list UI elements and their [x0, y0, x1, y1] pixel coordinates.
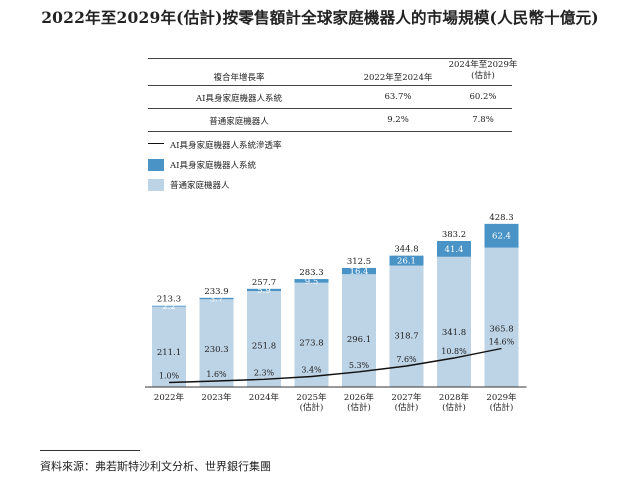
label-total: 344.8: [394, 245, 418, 255]
cagr-row-ai: AI具身家庭機器人系統 63.7% 60.2%: [148, 86, 512, 109]
label-normal: 341.8: [442, 328, 466, 338]
cagr-header-period2-line1: 2024年至2029年: [448, 60, 518, 70]
bar-normal: [152, 306, 186, 387]
x-tick-label: 2029年: [486, 392, 517, 403]
x-tick-label: 2024年: [249, 392, 280, 403]
label-total: 257.7: [252, 278, 276, 288]
bar-normal: [294, 282, 329, 387]
label-ai: 16.4: [350, 267, 369, 277]
line-value-label: 14.6%: [489, 338, 515, 347]
cagr-row-value: 7.8%: [472, 115, 494, 125]
label-total: 312.5: [347, 257, 371, 267]
bar-ai: [199, 297, 234, 300]
label-ai: 26.1: [397, 257, 416, 267]
bar-normal: [247, 291, 281, 387]
bar-ai: [342, 267, 376, 275]
x-tick-label: (估計): [442, 402, 466, 413]
source-divider: [40, 450, 140, 451]
cagr-row-value: 9.2%: [387, 115, 409, 125]
bar-ai: [437, 241, 471, 257]
label-total: 213.3: [157, 295, 181, 305]
line-value-label: 2.3%: [254, 368, 275, 377]
bar-ai: [247, 288, 281, 292]
x-tick-label: (估計): [300, 402, 324, 413]
line-value-label: 5.3%: [349, 361, 370, 370]
label-ai: 41.4: [445, 245, 464, 255]
cagr-header-period1: 2022年至2024年: [363, 73, 433, 83]
cagr-header-row: 複合年增長率 2022年至2024年 2024年至2029年 (估計): [148, 59, 517, 86]
cagr-row-label: 普通家庭機器人: [209, 117, 269, 127]
legend-ai-label: AI具身家庭機器人系統: [170, 161, 256, 171]
x-tick-label: 2026年: [344, 392, 375, 403]
label-ai: 62.4: [492, 232, 511, 242]
label-normal: 318.7: [394, 331, 418, 341]
label-normal: 251.8: [252, 342, 276, 352]
line-value-label: 10.8%: [441, 347, 467, 356]
cagr-header-label: 複合年增長率: [213, 73, 265, 83]
cagr-row-label: AI具身家庭機器人系統: [196, 94, 282, 104]
label-normal: 211.1: [157, 348, 181, 358]
x-tick-label: 2025年: [296, 392, 327, 403]
cagr-row-value: 63.7%: [384, 92, 412, 102]
bar-ai: [484, 223, 519, 248]
bar-normal: [389, 265, 424, 387]
cagr-row-normal: 普通家庭機器人 9.2% 7.8%: [148, 109, 512, 132]
label-normal: 296.1: [347, 335, 371, 345]
penetration-line: [168, 347, 502, 384]
x-tick-label: 2023年: [201, 392, 232, 403]
bar-normal: [342, 274, 376, 387]
x-tick-label: (估計): [395, 402, 419, 413]
x-tick-label: 2022年: [154, 392, 185, 403]
bar-ai: [389, 255, 424, 266]
label-total: 428.3: [489, 213, 513, 223]
bar-ai: [152, 305, 186, 307]
legend-ai-swatch: [148, 159, 164, 171]
bar-normal: [199, 299, 234, 387]
line-value-label: 7.6%: [396, 355, 417, 364]
label-ai: 2.2: [162, 302, 176, 312]
cagr-table: 複合年增長率 2022年至2024年 2024年至2029年 (估計) AI具身…: [148, 58, 517, 132]
line-value-label: 1.6%: [206, 370, 227, 379]
cagr-header-period2-line2: (估計): [471, 71, 495, 81]
label-normal: 365.8: [489, 324, 513, 334]
line-value-label: 3.4%: [301, 366, 322, 375]
x-tick-label: (估計): [347, 402, 371, 413]
cagr-row-value: 60.2%: [469, 92, 497, 102]
label-normal: 273.8: [299, 338, 323, 348]
bar-normal: [484, 247, 519, 387]
x-tick-label: 2027年: [391, 392, 422, 403]
page-title: 2022年至2029年(估計)按零售額計全球家庭機器人的市場規模(人民幣十億元): [41, 8, 599, 27]
label-normal: 230.3: [204, 345, 228, 355]
line-value-label: 1.0%: [159, 372, 180, 381]
legend-line-label: AI具身家庭機器人系統滲透率: [170, 141, 282, 151]
label-ai: 5.9: [257, 286, 271, 296]
source-note: 資料來源：弗若斯特沙利文分析、世界銀行集團: [40, 460, 271, 473]
x-tick-label: 2028年: [439, 392, 470, 403]
label-total: 383.2: [442, 230, 466, 240]
cagr-header-period2: 2024年至2029年 (估計): [438, 60, 528, 82]
x-tick-label: (估計): [490, 402, 514, 413]
label-ai: 3.7: [210, 295, 224, 305]
bar-ai: [294, 279, 329, 283]
bar-normal: [437, 256, 471, 387]
label-ai: 9.5: [305, 277, 319, 287]
legend-normal-swatch: [148, 179, 164, 191]
label-total: 283.3: [299, 268, 323, 278]
legend-normal-label: 普通家庭機器人: [170, 181, 230, 191]
label-total: 233.9: [204, 287, 228, 297]
legend-line-swatch: [148, 143, 164, 144]
